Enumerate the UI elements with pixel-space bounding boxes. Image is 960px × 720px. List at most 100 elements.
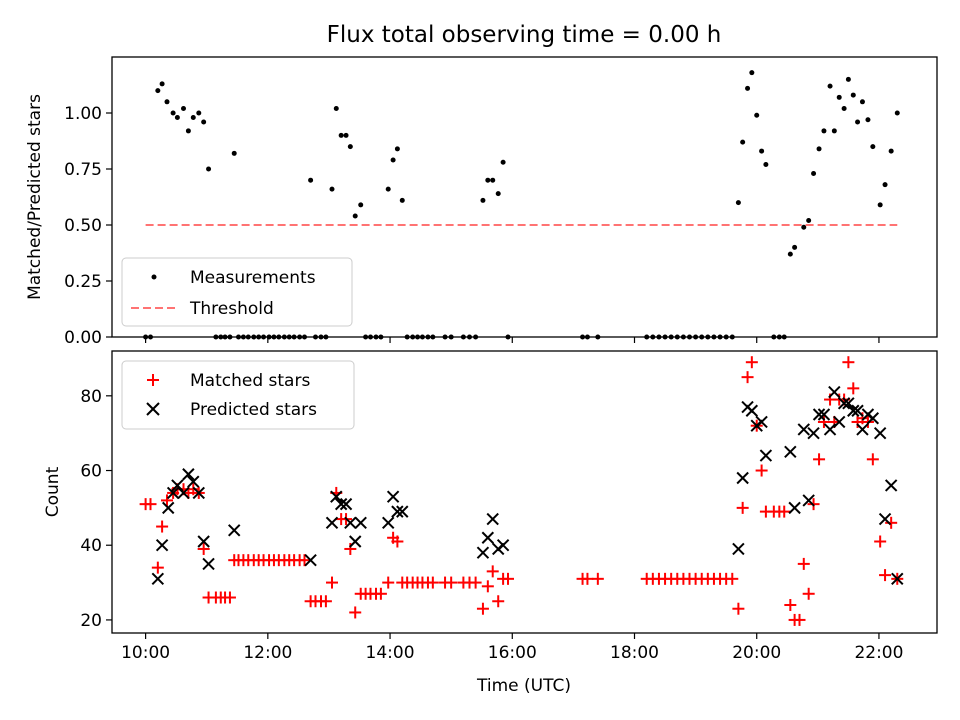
predicted-star-point [476, 546, 490, 559]
measurement-point [855, 119, 861, 125]
predicted-star-point [784, 445, 797, 459]
measurement-point [754, 112, 760, 118]
measurement-point [206, 166, 212, 172]
measurement-point [190, 114, 196, 120]
predicted-star-point [833, 415, 846, 429]
bottom-legend: Matched stars Predicted stars [121, 360, 355, 430]
predicted-star-point [486, 512, 499, 526]
measurement-point [735, 200, 741, 206]
predicted-star-point [325, 516, 339, 530]
measurement-point [394, 146, 400, 152]
bottom-legend-frame [121, 360, 355, 430]
measurement-point [759, 148, 765, 154]
predicted-star-point [496, 539, 510, 552]
matched-star-point [745, 356, 758, 369]
top-ytick-label: 0.25 [64, 272, 102, 292]
predicted-star-point [817, 408, 831, 421]
measurement-point [185, 128, 191, 134]
measurement-point [333, 106, 339, 112]
matched-star-point [885, 516, 898, 529]
matched-star-point [847, 382, 860, 395]
matched-star-point [866, 453, 879, 466]
matched-star-point [476, 602, 489, 615]
predicted-star-point [802, 494, 815, 507]
measurement-point [347, 144, 353, 150]
measurement-point [308, 177, 314, 183]
matched-star-point [784, 598, 797, 611]
top-ytick-label: 0.50 [64, 216, 102, 236]
matched-star-point [298, 554, 311, 567]
matched-star-point [732, 602, 745, 615]
matched-star-point [344, 542, 357, 555]
measurement-point [480, 197, 486, 203]
xtick-label: 22:00 [854, 643, 903, 663]
matched-star-point [741, 371, 754, 384]
matched-star-point [492, 595, 505, 608]
predicted-star-point [187, 475, 200, 488]
top-legend-frame [121, 257, 353, 327]
xtick-label: 20:00 [732, 643, 781, 663]
measurement-point [196, 110, 202, 116]
measurement-point [740, 139, 746, 145]
measurement-point [865, 117, 871, 123]
matched-star-point [874, 535, 887, 548]
predicted-star-point [891, 572, 904, 586]
bottom-ytick-label: 80 [80, 387, 102, 407]
bottom-panel-marks [139, 356, 904, 626]
measurement-point [894, 110, 900, 116]
matched-star-point [793, 613, 806, 626]
measurement-point [338, 132, 344, 138]
predicted-star-point [823, 423, 837, 436]
measurement-point [845, 76, 851, 82]
legend-matched-label: Matched stars [190, 371, 310, 391]
predicted-star-point [396, 505, 409, 518]
measurement-point [174, 114, 180, 120]
matched-star-point [197, 542, 210, 555]
top-ytick-label: 0.00 [64, 328, 102, 348]
measurement-point [231, 150, 237, 156]
measurement-point [399, 197, 405, 203]
measurement-point [352, 213, 358, 219]
predicted-star-point [788, 501, 801, 515]
chart-title: Flux total observing time = 0.00 h [327, 22, 722, 48]
measurement-point [500, 159, 506, 165]
matched-star-point [223, 591, 236, 604]
bottom-ytick-label: 60 [80, 462, 102, 482]
measurement-point [877, 202, 883, 208]
matched-star-point [349, 606, 362, 619]
measurement-point [870, 144, 876, 150]
predicted-star-point [334, 497, 348, 511]
predicted-star-point [847, 404, 860, 417]
measurement-point [181, 106, 186, 112]
measurement-point [801, 224, 807, 230]
matched-star-point [426, 576, 439, 589]
measurement-point [841, 106, 847, 112]
bottom-panel: 20 40 60 80 10:00 12:00 14:00 16:00 18:00 20:00 2… [43, 350, 938, 696]
predicted-star-point [349, 535, 362, 548]
predicted-star-point [851, 404, 864, 417]
predicted-star-point [155, 539, 169, 552]
measurement-point [495, 191, 501, 197]
matched-star-point [842, 356, 855, 369]
matched-star-point [144, 498, 157, 511]
matched-star-point [161, 494, 173, 507]
predicted-star-point [182, 468, 195, 481]
legend-threshold-label: Threshold [189, 299, 274, 319]
measurement-point [816, 146, 822, 152]
bottom-ytick-label: 40 [80, 536, 102, 556]
measurement-point [888, 148, 894, 154]
legend-predicted-marker [146, 402, 160, 416]
bottom-panel-ylabel: Count [43, 466, 63, 517]
predicted-star-point [759, 449, 773, 462]
measurement-point [763, 162, 769, 168]
matched-star-point [374, 587, 387, 600]
measurement-point [811, 170, 817, 176]
bottom-panel-x-ticks: 10:00 12:00 14:00 16:00 18:00 20:00 22:00 [121, 633, 903, 663]
measurement-point [155, 88, 161, 94]
matched-star-point [581, 572, 594, 585]
predicted-star-point [344, 516, 357, 530]
predicted-star-point [162, 501, 175, 515]
top-panel-x-ticks [145, 337, 880, 343]
